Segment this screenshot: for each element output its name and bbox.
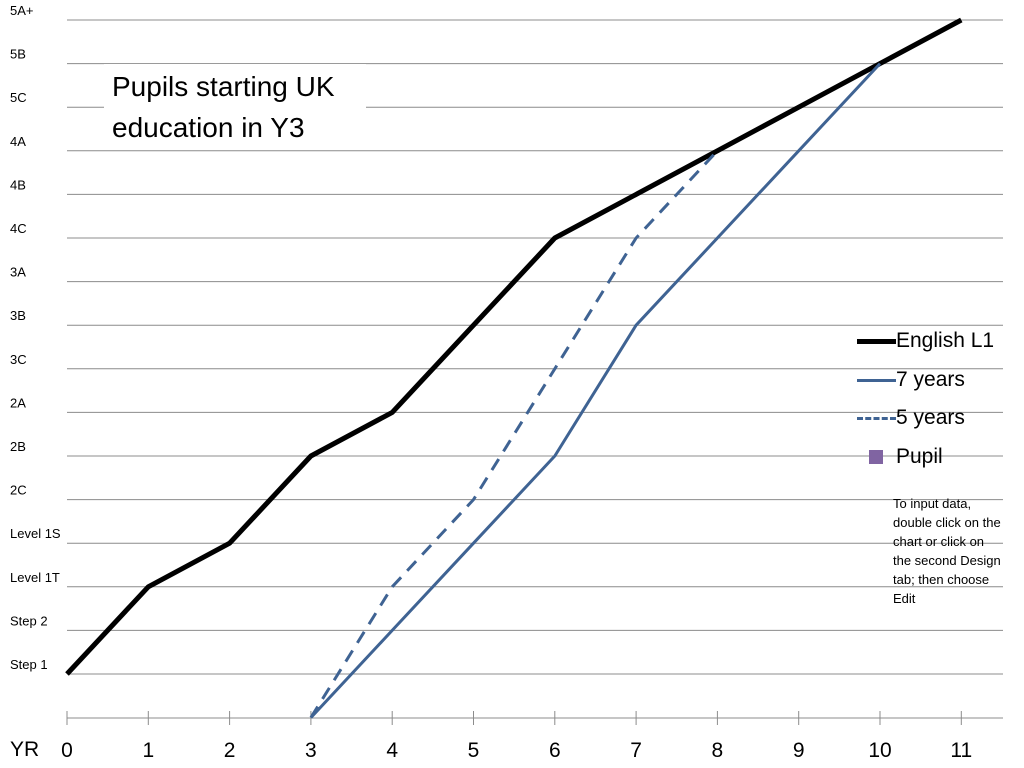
y-tick-label: Level 1T xyxy=(10,570,60,585)
x-axis xyxy=(66,711,1003,725)
legend-label: Pupil xyxy=(896,444,943,468)
series-line-5-years xyxy=(309,149,719,719)
legend-key-7-years xyxy=(854,370,896,390)
x-tick-label: 0 xyxy=(61,739,73,762)
y-tick-label: 5A+ xyxy=(10,3,34,18)
y-tick-label: Step 2 xyxy=(10,613,48,628)
chart-title: Pupils starting UK education in Y3 xyxy=(104,64,366,150)
legend-key-english-l1 xyxy=(854,331,896,351)
gridlines xyxy=(67,19,1003,675)
x-axis-labels: 0 1 2 3 4 5 6 7 8 9 10 11 YR xyxy=(10,738,972,762)
x-tick-label: 3 xyxy=(305,739,317,762)
y-tick-label: 2B xyxy=(10,439,26,454)
y-tick-label: Level 1S xyxy=(10,526,61,541)
y-tick-label: 3A xyxy=(10,265,26,280)
legend-item-pupil: Pupil xyxy=(854,438,1019,477)
x-tick-label: 5 xyxy=(468,739,480,762)
y-tick-label: 4A xyxy=(10,134,26,149)
instruction-note: To input data, double click on the chart… xyxy=(893,496,1001,606)
series-line-english-l1 xyxy=(65,17,963,676)
x-tick-label: 10 xyxy=(868,739,891,762)
legend-label: English L1 xyxy=(896,329,995,353)
legend-label: 5 years xyxy=(896,406,965,430)
legend-item-7-years: 7 years xyxy=(854,361,1019,400)
y-tick-label: 4B xyxy=(10,177,26,192)
series-lines xyxy=(65,17,963,719)
x-tick-label: 1 xyxy=(142,739,154,762)
x-tick-label: 7 xyxy=(630,739,642,762)
legend: English L1 7 years 5 years Pupil xyxy=(854,322,1019,476)
y-tick-label: Step 1 xyxy=(10,657,48,672)
y-tick-label: 3B xyxy=(10,308,26,323)
x-tick-label: 9 xyxy=(793,739,805,762)
legend-key-pupil xyxy=(854,447,896,467)
y-tick-label: 2C xyxy=(10,483,27,498)
series-line-7-years xyxy=(309,62,882,719)
x-tick-label: 2 xyxy=(224,739,236,762)
legend-label: 7 years xyxy=(896,367,965,391)
y-tick-label: 2A xyxy=(10,395,26,410)
y-tick-label: 5B xyxy=(10,47,26,62)
x-tick-label: 6 xyxy=(549,739,561,762)
y-tick-label: 4C xyxy=(10,221,27,236)
legend-key-5-years xyxy=(854,408,896,428)
legend-item-5-years: 5 years xyxy=(854,399,1019,438)
x-tick-label: 8 xyxy=(712,739,724,762)
x-axis-label: YR xyxy=(10,738,39,761)
legend-item-english-l1: English L1 xyxy=(854,322,1019,361)
x-tick-label: 11 xyxy=(950,739,972,762)
y-tick-label: 3C xyxy=(10,352,27,367)
x-tick-label: 4 xyxy=(386,739,398,762)
y-axis-labels: Step 1 Step 2 Level 1T Level 1S 2C 2B 2A 3C 3B 3A… xyxy=(10,3,61,672)
y-tick-label: 5C xyxy=(10,90,27,105)
